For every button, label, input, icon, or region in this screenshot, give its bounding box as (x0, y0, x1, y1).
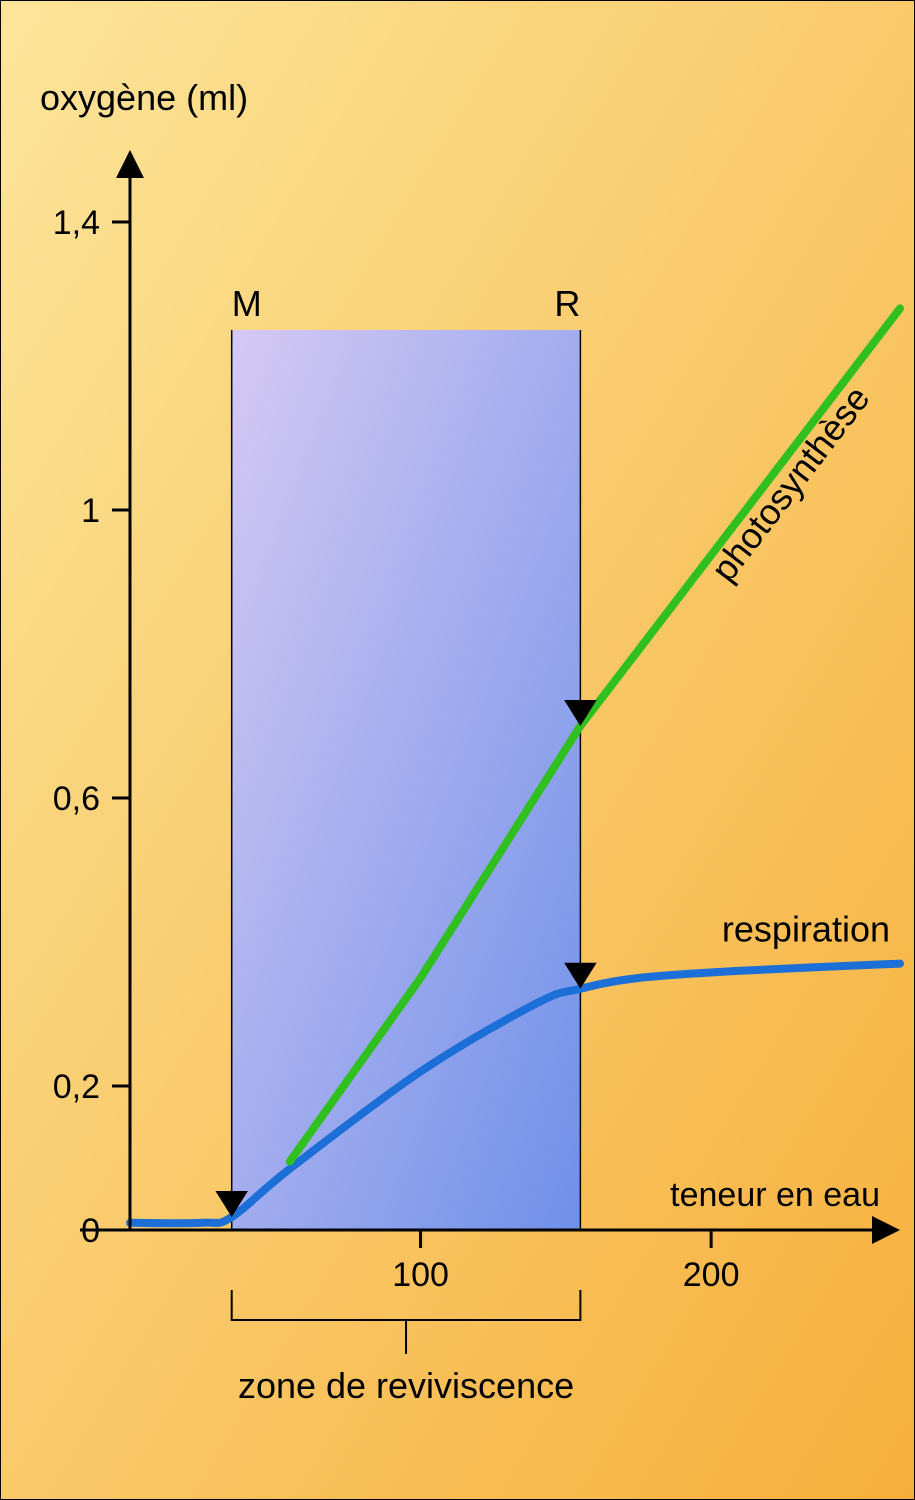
chart-svg: M R 00,20,611,4 100200 oxygène (ml) tene… (0, 0, 915, 1500)
x-tick-label: 200 (683, 1256, 740, 1294)
y-tick-label: 0,2 (53, 1068, 100, 1106)
y-tick-label: 1,4 (53, 204, 100, 242)
reviviscence-zone (232, 330, 581, 1230)
chart-root: M R 00,20,611,4 100200 oxygène (ml) tene… (0, 0, 915, 1500)
zone-label-m: M (232, 283, 262, 324)
x-tick-label: 100 (392, 1256, 449, 1294)
y-tick-label: 1 (81, 492, 100, 530)
zone-label-r: R (554, 283, 580, 324)
zone-bracket-label: zone de reviviscence (238, 1365, 574, 1406)
y-axis-label: oxygène (ml) (40, 77, 248, 118)
y-tick-label: 0,6 (53, 780, 100, 818)
x-axis-label: teneur en eau (670, 1176, 880, 1214)
respiration-label: respiration (722, 909, 890, 950)
